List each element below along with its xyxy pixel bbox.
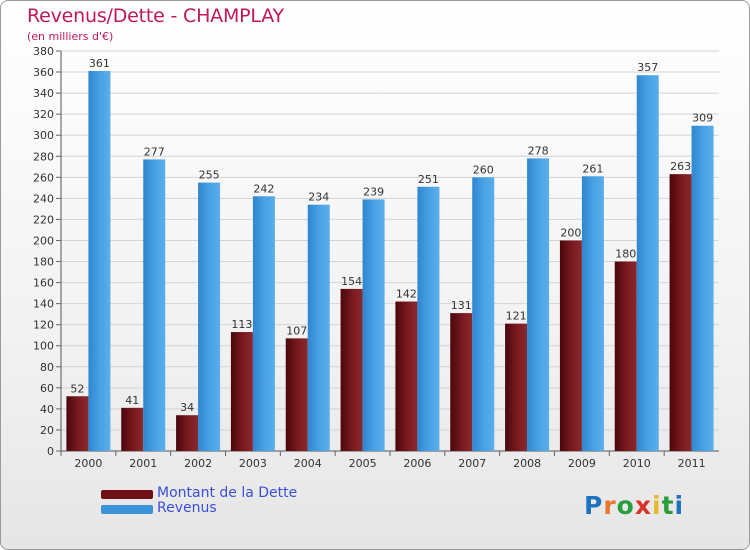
y-tick-label: 380: [33, 45, 54, 58]
y-tick-label: 260: [33, 171, 54, 184]
x-tick-label: 2007: [458, 457, 486, 470]
x-tick-label: 2004: [294, 457, 322, 470]
data-label-debt: 52: [70, 382, 84, 395]
bar-debt: [121, 407, 144, 451]
y-tick-label: 40: [40, 403, 54, 416]
bar-debt: [669, 174, 692, 451]
legend-label-debt: Montant de la Dette: [157, 485, 298, 501]
x-tick-label: 2008: [513, 457, 541, 470]
data-label-debt: 113: [231, 318, 252, 331]
legend-swatch-debt: [101, 490, 153, 499]
data-label-revenue: 251: [418, 173, 439, 186]
bar-debt: [450, 313, 473, 451]
y-tick-label: 280: [33, 150, 54, 163]
x-tick-label: 2001: [129, 457, 157, 470]
data-label-revenue: 361: [89, 57, 110, 70]
y-tick-label: 140: [33, 298, 54, 311]
x-tick-label: 2010: [623, 457, 651, 470]
data-label-debt: 121: [506, 310, 527, 323]
logo-letter: x: [634, 491, 652, 520]
data-label-revenue: 234: [308, 191, 329, 204]
y-tick-label: 60: [40, 382, 54, 395]
data-label-debt: 107: [286, 324, 307, 337]
y-tick-label: 340: [33, 87, 54, 100]
bar-debt: [66, 396, 89, 451]
bar-revenue: [472, 177, 495, 451]
bar-revenue: [252, 196, 275, 451]
bar-revenue: [307, 204, 330, 451]
x-tick-label: 2009: [568, 457, 596, 470]
x-tick-label: 2005: [349, 457, 377, 470]
y-tick-label: 240: [33, 192, 54, 205]
bar-revenue: [581, 176, 604, 451]
data-label-revenue: 255: [199, 169, 220, 182]
data-label-debt: 142: [396, 288, 417, 301]
proxiti-logo: Proxiti: [584, 491, 684, 525]
bar-debt: [559, 240, 582, 451]
y-tick-label: 100: [33, 340, 54, 353]
data-label-revenue: 260: [473, 163, 494, 176]
chart-title: Revenus/Dette - CHAMPLAY: [27, 5, 284, 27]
data-label-revenue: 357: [637, 61, 658, 74]
bar-revenue: [527, 158, 550, 452]
bar-revenue: [362, 199, 385, 451]
data-label-debt: 34: [180, 401, 194, 414]
legend-swatch-revenue: [101, 505, 153, 514]
data-label-revenue: 261: [582, 162, 603, 175]
y-tick-label: 200: [33, 234, 54, 247]
y-tick-label: 320: [33, 108, 54, 121]
y-tick-label: 300: [33, 129, 54, 142]
data-label-debt: 154: [341, 275, 362, 288]
data-label-debt: 180: [615, 248, 636, 261]
data-label-debt: 41: [125, 394, 139, 407]
bar-debt: [230, 332, 253, 451]
data-label-debt: 200: [560, 226, 581, 239]
y-tick-label: 0: [47, 445, 54, 458]
bar-revenue: [198, 182, 221, 451]
y-tick-label: 180: [33, 256, 54, 269]
logo-letter: o: [616, 491, 635, 520]
chart-subtitle: (en milliers d'€): [27, 30, 114, 43]
data-label-debt: 263: [670, 160, 691, 173]
x-tick-label: 2003: [239, 457, 267, 470]
data-label-revenue: 242: [253, 182, 274, 195]
data-label-revenue: 277: [144, 145, 165, 158]
logo-letter: i: [652, 491, 662, 520]
data-label-revenue: 239: [363, 185, 384, 198]
logo-letter: P: [584, 491, 604, 520]
x-tick-label: 2006: [403, 457, 431, 470]
data-label-debt: 131: [451, 299, 472, 312]
y-tick-label: 20: [40, 424, 54, 437]
logo-letter: i: [674, 491, 685, 520]
y-tick-label: 80: [40, 361, 54, 374]
bar-revenue: [143, 159, 166, 451]
x-tick-label: 2000: [74, 457, 102, 470]
x-tick-label: 2002: [184, 457, 212, 470]
bar-revenue: [691, 125, 714, 451]
bar-revenue: [88, 71, 111, 451]
bar-revenue: [417, 186, 440, 451]
bar-revenue: [636, 75, 659, 452]
data-label-revenue: 278: [528, 144, 549, 157]
bar-debt: [395, 301, 418, 451]
bar-debt: [614, 261, 637, 451]
y-tick-label: 360: [33, 66, 54, 79]
logo-letter: r: [603, 491, 617, 520]
bar-debt: [285, 338, 308, 451]
y-tick-label: 120: [33, 319, 54, 332]
bar-debt: [340, 288, 363, 451]
logo-letter: t: [661, 491, 675, 520]
bar-debt: [176, 415, 199, 451]
bar-debt: [505, 323, 528, 451]
y-tick-label: 220: [33, 213, 54, 226]
y-tick-label: 160: [33, 277, 54, 290]
legend-label-revenue: Revenus: [157, 500, 217, 516]
x-tick-label: 2011: [678, 457, 706, 470]
data-label-revenue: 309: [692, 112, 713, 125]
